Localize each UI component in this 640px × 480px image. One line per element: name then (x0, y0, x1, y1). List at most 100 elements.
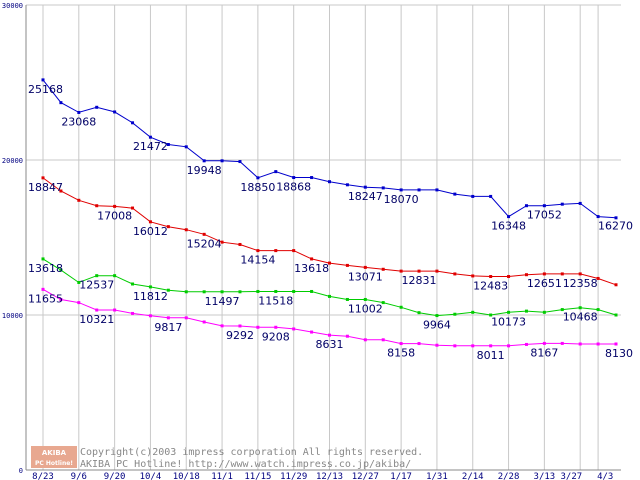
data-label-magenta-0: 11655 (28, 292, 63, 305)
data-label-magenta-16: 8631 (316, 338, 344, 351)
point-magenta-1 (59, 298, 63, 301)
grid-lines (26, 4, 621, 471)
point-magenta-10 (220, 324, 224, 328)
point-red-19 (381, 267, 385, 271)
data-label-red-6: 16012 (133, 225, 168, 238)
data-label-blue-6: 21472 (133, 140, 168, 153)
point-green-25 (489, 313, 493, 317)
data-label-blue-9: 19948 (187, 164, 222, 177)
y-tick-label-3: 30000 (2, 2, 23, 10)
y-tick-label-1: 10000 (2, 312, 23, 320)
point-magenta-29 (560, 341, 564, 345)
y-tick-label-2: 20000 (2, 157, 23, 165)
data-labels-group: 25168 23068 21472 19948 18850 18868 18247 18070… (28, 83, 633, 362)
data-label-magenta-3: 10321 (79, 313, 114, 326)
point-blue-12 (256, 176, 260, 180)
point-red-14 (292, 249, 296, 253)
point-green-9 (202, 290, 206, 294)
x-tick-label-8: 12/13 (316, 472, 343, 480)
point-blue-4 (113, 110, 117, 114)
y-tick-label-0: 0 (19, 467, 23, 475)
point-magenta-6 (148, 314, 152, 318)
point-green-32 (614, 313, 618, 317)
point-blue-24 (471, 194, 475, 198)
point-blue-29 (560, 202, 564, 206)
point-green-12 (256, 289, 260, 293)
point-magenta-25 (489, 344, 493, 348)
data-label-green-22: 9964 (423, 319, 451, 332)
x-tick-label-16: 4/3 (597, 472, 613, 480)
point-red-9 (202, 232, 206, 236)
point-magenta-9 (202, 320, 206, 324)
point-green-1 (59, 268, 63, 272)
point-red-15 (310, 257, 314, 261)
point-magenta-14 (292, 327, 296, 331)
point-red-10 (220, 240, 224, 244)
watermark-url: AKIBA PC Hotline! http://www.watch.impre… (80, 459, 411, 470)
point-magenta-28 (542, 341, 546, 345)
x-tick-label-12: 2/14 (462, 472, 484, 480)
point-green-22 (435, 314, 439, 318)
point-red-30 (578, 272, 582, 276)
point-green-7 (166, 288, 170, 292)
point-magenta-7 (166, 316, 170, 320)
x-tick-label-1: 9/6 (71, 472, 87, 480)
point-blue-10 (220, 159, 224, 163)
point-green-18 (363, 297, 367, 301)
data-label-red-9: 15204 (187, 237, 222, 250)
point-green-27 (524, 309, 528, 313)
point-blue-28 (542, 204, 546, 208)
point-magenta-0 (41, 287, 45, 291)
point-green-6 (148, 285, 152, 289)
point-red-5 (131, 206, 135, 210)
point-blue-3 (95, 105, 99, 109)
point-green-4 (113, 274, 117, 278)
point-green-29 (560, 308, 564, 312)
point-red-11 (238, 242, 242, 246)
point-red-22 (435, 269, 439, 273)
point-red-32 (614, 283, 618, 287)
data-label-red-28: 12651 (527, 277, 562, 290)
point-red-12 (256, 249, 260, 253)
watermark: AKIBA PC Hotline! Copyright(c)2003 impre… (31, 446, 423, 470)
point-green-23 (453, 312, 457, 316)
data-label-green-6: 11812 (133, 290, 168, 303)
point-blue-0 (41, 78, 45, 82)
point-red-17 (345, 263, 349, 267)
point-red-31 (596, 276, 600, 280)
point-blue-22 (435, 188, 439, 192)
point-magenta-19 (381, 338, 385, 342)
point-green-13 (274, 289, 278, 293)
data-label-blue-26: 16348 (491, 220, 526, 233)
point-green-30 (578, 306, 582, 310)
point-blue-15 (310, 176, 314, 180)
data-label-green-26: 10173 (491, 315, 526, 328)
series-group (41, 78, 618, 348)
point-magenta-12 (256, 325, 260, 329)
data-label-blue-0: 25168 (28, 83, 63, 96)
point-blue-16 (328, 180, 331, 184)
point-blue-20 (399, 188, 403, 192)
point-magenta-31 (596, 342, 600, 346)
point-blue-21 (417, 188, 421, 192)
point-blue-32 (614, 216, 618, 220)
point-green-2 (77, 280, 81, 284)
point-green-10 (220, 290, 224, 294)
data-label-blue-31: 16270 (598, 220, 633, 233)
data-label-magenta-31: 8130 (605, 347, 633, 360)
point-magenta-5 (131, 311, 135, 315)
point-red-13 (274, 249, 278, 253)
point-green-11 (238, 290, 242, 294)
point-magenta-2 (77, 301, 81, 305)
point-blue-5 (131, 121, 135, 125)
point-red-8 (184, 228, 188, 232)
point-magenta-8 (184, 316, 188, 320)
x-tick-label-4: 10/18 (173, 472, 200, 480)
data-label-red-15: 13618 (294, 262, 329, 275)
point-red-21 (417, 269, 421, 273)
point-blue-31 (596, 215, 600, 219)
watermark-logo (31, 446, 77, 468)
point-blue-23 (453, 192, 457, 196)
